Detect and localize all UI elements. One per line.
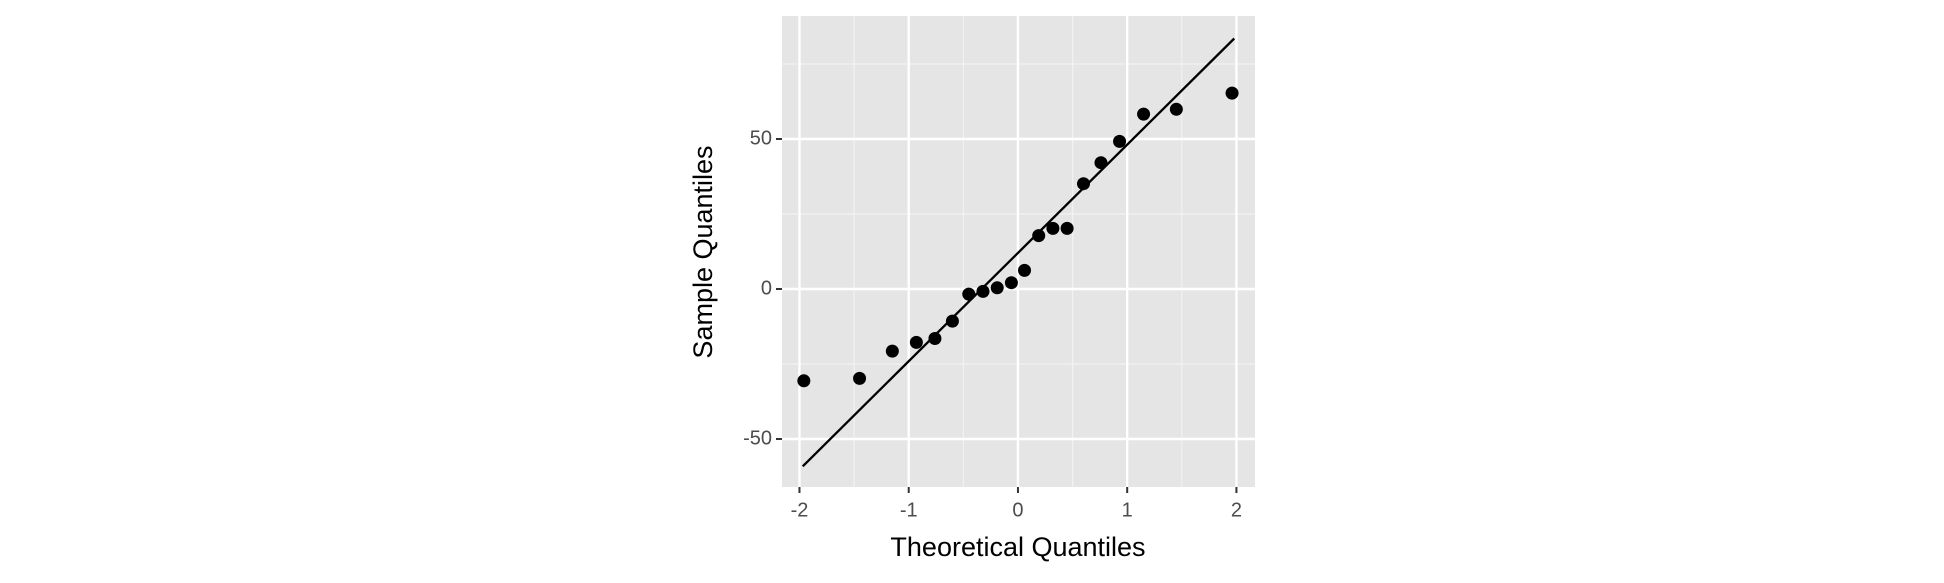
point [1169,102,1183,116]
point [976,284,990,298]
point [885,344,899,358]
point [853,371,867,385]
point [945,314,959,328]
x-tick-label: 1 [1122,499,1133,521]
y-tick-label: -50 [743,427,772,449]
point [1137,107,1151,121]
point [1094,156,1108,170]
point [797,374,811,388]
y-tick-label: 0 [761,277,772,299]
x-tick-label: 2 [1231,499,1242,521]
reference-line [801,37,1236,468]
x-tick-label: -1 [900,499,918,521]
x-axis-title: Theoretical Quantiles [890,532,1145,562]
y-tick-label: 50 [750,127,772,149]
point [1076,177,1090,191]
point [1018,263,1032,277]
x-tick-label: -2 [791,499,809,521]
point [1004,276,1018,290]
x-tick-label: 0 [1012,499,1023,521]
y-axis-title: Sample Quantiles [688,145,718,358]
point [1046,221,1060,235]
point [1060,221,1074,235]
point [1225,86,1239,100]
point [962,287,976,301]
point [990,281,1004,295]
point [928,332,942,345]
point [909,335,923,349]
point [1032,229,1046,243]
point [1113,134,1127,148]
